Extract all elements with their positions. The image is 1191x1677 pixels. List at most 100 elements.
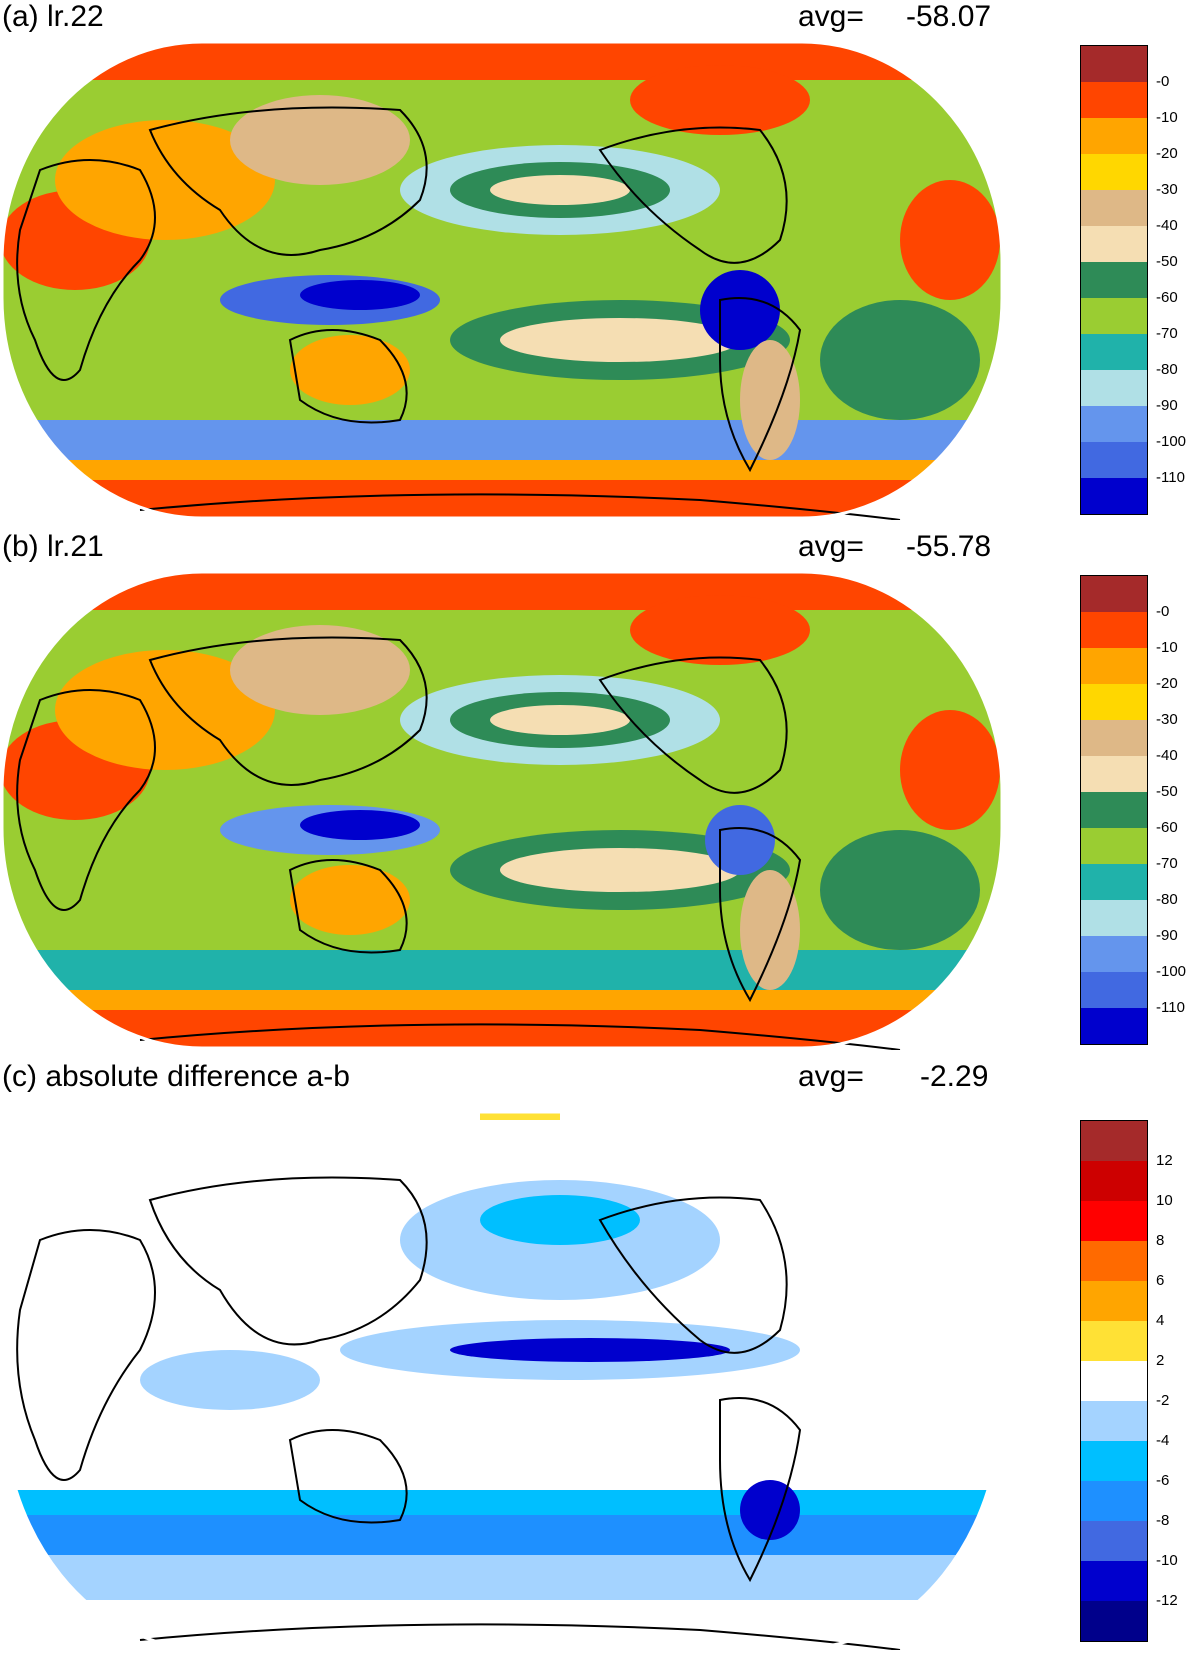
colorbar-swatch [1081, 1008, 1147, 1044]
colorbar-tick-label: -6 [1156, 1472, 1170, 1489]
colorbar-tick-label: -40 [1156, 217, 1178, 234]
coastlines [16, 106, 901, 520]
southern-ocean-band [2, 1510, 1002, 1555]
colorbar-swatch [1081, 1441, 1147, 1481]
colorbar-swatches [1080, 575, 1148, 1045]
colorbar-swatch [1081, 1241, 1147, 1281]
colorbar-swatch [1081, 262, 1147, 298]
avg-value: -2.29 [920, 1060, 989, 1093]
colorbar-tick-label: -70 [1156, 325, 1178, 342]
colorbar-tick-label: -90 [1156, 927, 1178, 944]
colorbar-swatch [1081, 1201, 1147, 1241]
colorbar-swatch [1081, 334, 1147, 370]
colorbar-swatch [1081, 828, 1147, 864]
colorbar-swatch [1081, 648, 1147, 684]
panel-title: (c) absolute difference a-b [2, 1060, 350, 1093]
panel-title: (a) lr.22 [2, 0, 104, 33]
avg-label: avg= [798, 1060, 864, 1093]
colorbar-swatches [1080, 45, 1148, 515]
colorbar-swatches [1080, 1120, 1148, 1642]
colorbar-tick-label: -10 [1156, 109, 1178, 126]
panel-b: (b) lr.21 avg= -55.78 [0, 530, 1191, 1070]
colorbar-tick-label: -20 [1156, 675, 1178, 692]
colorbar-swatch [1081, 936, 1147, 972]
colorbar-swatch [1081, 154, 1147, 190]
colorbar-tick-label: -50 [1156, 783, 1178, 800]
colorbar-swatch [1081, 1281, 1147, 1321]
colorbar-swatch [1081, 792, 1147, 828]
southern-ocean-band [2, 950, 1002, 990]
coastlines [16, 1176, 901, 1650]
colorbar-swatch [1081, 1321, 1147, 1361]
world-map-lr21 [0, 570, 1004, 1050]
colorbar-swatch [1081, 756, 1147, 792]
world-map-difference [0, 1110, 1004, 1650]
colorbar-swatch [1081, 406, 1147, 442]
avg-value: -55.78 [906, 530, 992, 563]
colorbar-tick-label: -110 [1156, 999, 1185, 1016]
colorbar-tick-label: -10 [1156, 1552, 1178, 1569]
colorbar-tick-label: -80 [1156, 361, 1178, 378]
colorbar-swatch [1081, 46, 1147, 82]
colorbar-swatch [1081, 226, 1147, 262]
colorbar-tick-label: -70 [1156, 855, 1178, 872]
colorbar-tick-label: 10 [1156, 1192, 1173, 1209]
colorbar-swatch [1081, 900, 1147, 936]
panel-a: (a) lr.22 avg= -58.07 [0, 0, 1191, 540]
colorbar-tick-label: -80 [1156, 891, 1178, 908]
colorbar-tick-label: -0 [1156, 73, 1170, 90]
colorbar-swatch [1081, 864, 1147, 900]
colorbar-tick-label: -4 [1156, 1432, 1170, 1449]
colorbar-swatch [1081, 972, 1147, 1008]
colorbar-tick-label: 4 [1156, 1312, 1165, 1329]
polar-band-north [2, 42, 1002, 80]
avg-value: -58.07 [906, 0, 992, 33]
colorbar-swatch [1081, 1161, 1147, 1201]
avg-label: avg= [798, 530, 864, 563]
colorbar-swatch [1081, 612, 1147, 648]
colorbar-tick-label: -30 [1156, 711, 1178, 728]
colorbar-swatch [1081, 720, 1147, 756]
colorbar-tick-label: 2 [1156, 1352, 1165, 1369]
colorbar-swatch [1081, 1521, 1147, 1561]
southern-ocean-band [2, 420, 1002, 460]
colorbar-tick-label: -10 [1156, 639, 1178, 656]
colorbar-tick-label: -0 [1156, 603, 1170, 620]
colorbar-swatch [1081, 442, 1147, 478]
colorbar-tick-label: -60 [1156, 819, 1178, 836]
colorbar-swatch [1081, 1481, 1147, 1521]
colorbar-tick-label: 6 [1156, 1272, 1165, 1289]
colorbar-swatch [1081, 190, 1147, 226]
colorbar-swatch [1081, 1121, 1147, 1161]
panel-c: (c) absolute difference a-b avg= -2.29 [0, 1060, 1191, 1670]
colorbar-tick-label: 8 [1156, 1232, 1165, 1249]
colorbar-tick-label: -60 [1156, 289, 1178, 306]
colorbar-tick-label: -12 [1156, 1592, 1178, 1609]
colorbar-tick-label: -50 [1156, 253, 1178, 270]
colorbar-tick-label: -8 [1156, 1512, 1170, 1529]
colorbar-tick-label: 12 [1156, 1152, 1173, 1169]
colorbar-tick-label: -100 [1156, 963, 1187, 980]
colorbar-swatch [1081, 82, 1147, 118]
colorbar-swatch [1081, 478, 1147, 514]
coastlines [16, 636, 901, 1050]
polar-band-north [2, 572, 1002, 610]
colorbar-swatch [1081, 1561, 1147, 1601]
colorbar-tick-label: -40 [1156, 747, 1178, 764]
colorbar-tick-label: -90 [1156, 397, 1178, 414]
colorbar-swatch [1081, 1361, 1147, 1401]
colorbar-swatch [1081, 576, 1147, 612]
world-map-lr22 [0, 40, 1004, 520]
colorbar-tick-label: -2 [1156, 1392, 1170, 1409]
colorbar-swatch [1081, 118, 1147, 154]
colorbar-a: -0 -10 -20 -30 -40 -50 -60 -70 -80 -90 -100 -110 [1080, 45, 1190, 515]
colorbar-swatch [1081, 1401, 1147, 1441]
colorbar-swatch [1081, 298, 1147, 334]
avg-label: avg= [798, 0, 864, 33]
colorbar-tick-label: -20 [1156, 145, 1178, 162]
colorbar-c: 12 10 8 6 4 2 -2 -4 -6 -8 -10 -12 [1080, 1120, 1190, 1660]
colorbar-b: -0 -10 -20 -30 -40 -50 -60 -70 -80 -90 -100 -110 [1080, 575, 1190, 1045]
panel-title: (b) lr.21 [2, 530, 104, 563]
colorbar-tick-label: -100 [1156, 433, 1187, 450]
colorbar-swatch [1081, 370, 1147, 406]
